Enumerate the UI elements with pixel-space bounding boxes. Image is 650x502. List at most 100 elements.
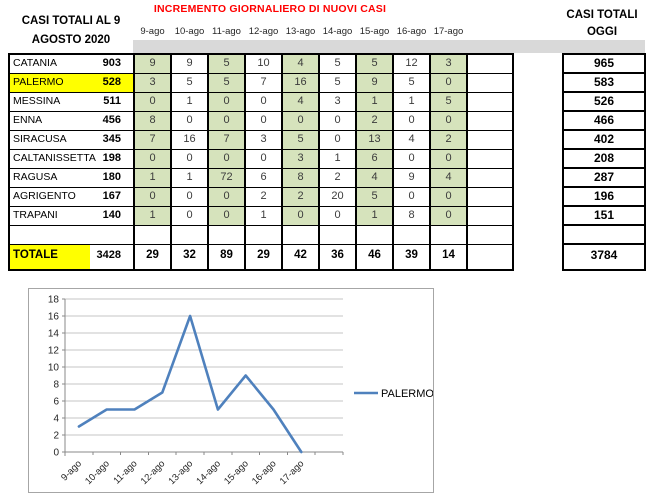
palermo-line-chart[interactable]: 0 2 4 6 8 10 12 14 16 18 9-ago 10-ago 11-ago 12-ago 13… [28, 288, 434, 493]
province-total-cell[interactable]: 167 [102, 190, 121, 202]
today-total-cell[interactable]: 965 [564, 55, 644, 74]
daily-cell[interactable]: 5 [392, 74, 429, 92]
daily-cell[interactable]: 0 [429, 150, 466, 168]
daily-cell[interactable]: 2 [244, 188, 281, 206]
daily-cell[interactable]: 10 [244, 55, 281, 73]
daily-cell[interactable]: 8 [281, 169, 318, 187]
totale-daily-cell[interactable]: 32 [170, 245, 207, 269]
province-total-cell[interactable]: 198 [102, 152, 121, 164]
palermo-series-line[interactable] [77, 314, 303, 454]
daily-cell[interactable]: 7 [133, 131, 170, 149]
daily-cell[interactable]: 4 [392, 131, 429, 149]
daily-cell[interactable]: 7 [244, 74, 281, 92]
daily-cell[interactable]: 0 [281, 207, 318, 225]
daily-cell[interactable]: 1 [318, 150, 355, 168]
daily-cell[interactable]: 5 [170, 74, 207, 92]
today-grand-total-cell[interactable]: 3784 [590, 248, 618, 262]
daily-cell[interactable]: 1 [355, 207, 392, 225]
daily-cell[interactable]: 0 [318, 131, 355, 149]
daily-cell[interactable]: 1 [244, 207, 281, 225]
daily-cell[interactable]: 16 [281, 74, 318, 92]
province-cell[interactable]: CALTANISSETTA [13, 152, 96, 164]
daily-cell[interactable]: 16 [170, 131, 207, 149]
daily-cell[interactable]: 1 [170, 93, 207, 111]
daily-cell[interactable]: 4 [355, 169, 392, 187]
daily-cell[interactable]: 20 [318, 188, 355, 206]
daily-cell[interactable]: 6 [355, 150, 392, 168]
daily-cell[interactable]: 1 [133, 169, 170, 187]
daily-cell[interactable]: 4 [281, 93, 318, 111]
daily-cell[interactable]: 0 [244, 150, 281, 168]
daily-cell[interactable]: 0 [318, 112, 355, 130]
daily-cell[interactable]: 0 [170, 207, 207, 225]
daily-cell[interactable]: 9 [392, 169, 429, 187]
daily-cell[interactable]: 3 [318, 93, 355, 111]
today-total-cell[interactable]: 583 [564, 74, 644, 93]
daily-cell[interactable]: 0 [429, 207, 466, 225]
province-total-cell[interactable]: 140 [102, 209, 121, 221]
daily-cell[interactable]: 8 [133, 112, 170, 130]
province-cell[interactable]: ENNA [13, 114, 43, 126]
totale-daily-cell[interactable]: 46 [355, 245, 392, 269]
province-cell[interactable]: MESSINA [13, 95, 61, 107]
daily-cell[interactable]: 5 [318, 55, 355, 73]
daily-cell[interactable]: 8 [392, 207, 429, 225]
daily-cell[interactable]: 4 [281, 55, 318, 73]
daily-cell[interactable]: 0 [429, 74, 466, 92]
daily-cell[interactable]: 0 [170, 150, 207, 168]
daily-cell[interactable]: 0 [392, 112, 429, 130]
daily-cell[interactable]: 1 [170, 169, 207, 187]
daily-cell[interactable]: 0 [429, 112, 466, 130]
today-total-cell[interactable]: 151 [564, 207, 644, 226]
today-total-cell[interactable]: 402 [564, 131, 644, 150]
daily-cell[interactable]: 0 [207, 207, 244, 225]
daily-cell[interactable]: 0 [392, 150, 429, 168]
daily-cell[interactable]: 0 [207, 150, 244, 168]
province-cell[interactable]: SIRACUSA [13, 133, 67, 145]
daily-cell[interactable]: 0 [207, 93, 244, 111]
province-total-cell[interactable]: 180 [102, 171, 121, 183]
daily-cell[interactable]: 3 [281, 150, 318, 168]
daily-cell[interactable]: 5 [207, 55, 244, 73]
province-total-cell[interactable]: 345 [102, 133, 121, 145]
today-total-cell[interactable]: 208 [564, 150, 644, 169]
legend-label-palermo[interactable]: PALERMO [381, 388, 433, 400]
province-total-cell[interactable]: 528 [90, 74, 133, 92]
province-cell[interactable]: AGRIGENTO [13, 190, 76, 202]
province-cell[interactable]: RAGUSA [13, 171, 58, 183]
daily-cell[interactable]: 5 [281, 131, 318, 149]
daily-cell[interactable]: 72 [207, 169, 244, 187]
province-cell[interactable]: TRAPANI [13, 209, 58, 221]
daily-cell[interactable]: 0 [170, 112, 207, 130]
daily-cell[interactable]: 1 [392, 93, 429, 111]
totale-daily-cell[interactable]: 36 [318, 245, 355, 269]
daily-cell[interactable]: 0 [281, 112, 318, 130]
daily-cell[interactable]: 5 [429, 93, 466, 111]
daily-cell[interactable]: 9 [133, 55, 170, 73]
totale-daily-cell[interactable]: 29 [244, 245, 281, 269]
daily-cell[interactable]: 0 [133, 150, 170, 168]
province-total-cell[interactable]: 456 [102, 114, 121, 126]
province-cell[interactable]: PALERMO [10, 74, 90, 92]
daily-cell[interactable]: 2 [355, 112, 392, 130]
daily-cell[interactable]: 0 [392, 188, 429, 206]
province-total-cell[interactable]: 903 [102, 57, 121, 69]
daily-cell[interactable]: 0 [318, 207, 355, 225]
daily-cell[interactable]: 6 [244, 169, 281, 187]
daily-cell[interactable]: 0 [207, 188, 244, 206]
totale-daily-cell[interactable]: 89 [207, 245, 244, 269]
daily-cell[interactable]: 0 [133, 93, 170, 111]
today-total-cell[interactable]: 526 [564, 93, 644, 112]
daily-cell[interactable]: 13 [355, 131, 392, 149]
daily-cell[interactable]: 5 [355, 188, 392, 206]
daily-cell[interactable]: 5 [355, 55, 392, 73]
daily-cell[interactable]: 4 [429, 169, 466, 187]
daily-cell[interactable]: 3 [133, 74, 170, 92]
daily-cell[interactable]: 2 [318, 169, 355, 187]
daily-cell[interactable]: 0 [133, 188, 170, 206]
totale-total-cell[interactable]: 3428 [96, 249, 121, 261]
daily-cell[interactable]: 2 [429, 131, 466, 149]
daily-cell[interactable]: 0 [244, 112, 281, 130]
daily-cell[interactable]: 3 [429, 55, 466, 73]
totale-daily-cell[interactable]: 42 [281, 245, 318, 269]
